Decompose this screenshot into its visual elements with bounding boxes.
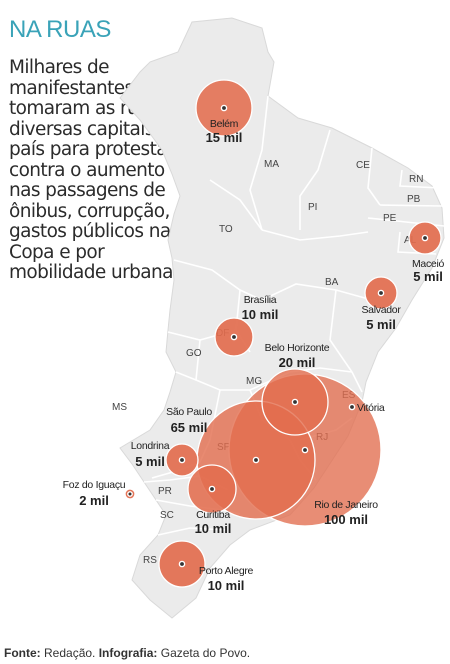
city-name: Belo Horizonte <box>265 342 330 354</box>
city-dots <box>127 104 429 568</box>
state-label: PI <box>308 202 317 213</box>
city-dot <box>348 403 356 411</box>
city-name: Belém <box>210 118 239 130</box>
city-dot <box>301 446 309 454</box>
state-label: RS <box>143 555 157 566</box>
state-label: MG <box>246 376 262 387</box>
city-value: 5 mil <box>366 317 396 332</box>
state-label: RN <box>409 174 423 185</box>
city-dot <box>127 491 133 497</box>
city-name: Porto Alegre <box>199 565 254 577</box>
city-value: 10 mil <box>242 307 279 322</box>
source-label: Fonte: <box>4 646 41 660</box>
city-name: Vitória <box>357 402 385 414</box>
source-text: Redação. <box>44 646 96 660</box>
city-name: Foz do Iguaçu <box>63 479 126 491</box>
state-label: GO <box>186 348 202 359</box>
city-dot <box>220 104 228 112</box>
footer-credits: Fonte: Redação. Infografia: Gazeta do Po… <box>4 646 250 660</box>
city-value: 2 mil <box>79 493 109 508</box>
city-dot <box>230 333 238 341</box>
city-value: 15 mil <box>206 130 243 145</box>
intro-text: Milhares de manifestantes tomaram as rua… <box>9 57 186 283</box>
city-name: Curitiba <box>196 509 230 521</box>
state-label: MS <box>112 402 127 413</box>
city-value: 10 mil <box>208 578 245 593</box>
city-dot <box>421 234 429 242</box>
state-label: BA <box>325 277 339 288</box>
city-dot <box>208 485 216 493</box>
city-name: Rio de Janeiro <box>314 499 378 511</box>
infographic-text: Gazeta do Povo. <box>160 646 251 660</box>
city-value: 5 mil <box>135 454 165 469</box>
state-label: PR <box>158 486 172 497</box>
city-value: 20 mil <box>279 355 316 370</box>
state-label: MA <box>264 159 279 170</box>
city-labels: Belém 15 mil Maceió 5 mil Salvador 5 mil… <box>63 118 445 593</box>
state-label: PE <box>383 213 397 224</box>
state-label: CE <box>356 160 370 171</box>
city-name: Salvador <box>361 304 401 316</box>
city-dot <box>252 456 260 464</box>
city-dot <box>377 289 385 297</box>
city-value: 5 mil <box>413 269 443 284</box>
city-value: 65 mil <box>171 420 208 435</box>
city-name: Brasília <box>244 294 277 306</box>
map-title: NA RUAS <box>9 16 111 43</box>
state-label: SC <box>160 510 174 521</box>
city-dot <box>291 398 299 406</box>
city-value: 100 mil <box>324 512 368 527</box>
city-name: Londrina <box>131 440 170 452</box>
state-label: PB <box>407 194 421 205</box>
city-name: Maceió <box>412 258 445 270</box>
city-name: São Paulo <box>166 406 212 418</box>
city-dot <box>178 456 186 464</box>
infographic-label: Infografia: <box>98 646 158 660</box>
city-value: 10 mil <box>195 521 232 536</box>
state-label: TO <box>219 224 233 235</box>
city-dot <box>178 560 186 568</box>
